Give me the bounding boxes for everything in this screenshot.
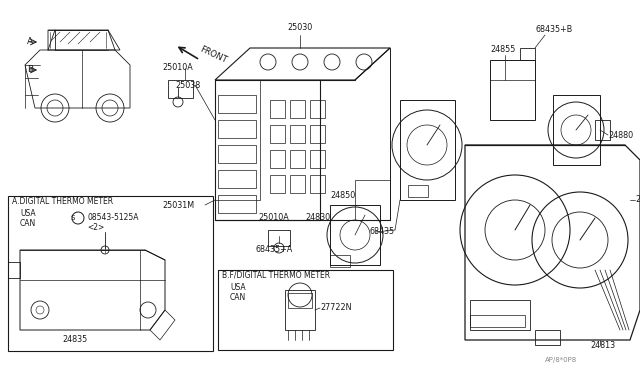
Text: A: A [27, 38, 33, 46]
Text: 68435+A: 68435+A [255, 246, 292, 254]
Bar [270, 175, 285, 193]
Text: 24830: 24830 [305, 214, 330, 222]
Text: 25030: 25030 [287, 23, 312, 32]
Text: 25010A: 25010A [258, 214, 289, 222]
Text: CAN: CAN [20, 219, 36, 228]
Text: USA: USA [230, 282, 246, 292]
Text: 24855: 24855 [490, 45, 515, 55]
Bar [310, 125, 325, 143]
Text: USA: USA [20, 209, 36, 218]
Bar [270, 100, 285, 118]
Bar [218, 170, 256, 188]
Text: FRONT: FRONT [198, 45, 228, 65]
Bar [288, 293, 312, 308]
Bar [285, 290, 315, 330]
Bar [290, 100, 305, 118]
Bar [290, 125, 305, 143]
Bar [310, 100, 325, 118]
Text: 68435: 68435 [370, 228, 395, 237]
Bar [290, 150, 305, 168]
Bar [218, 120, 256, 138]
Text: 25031M: 25031M [162, 201, 194, 209]
Text: 24880: 24880 [608, 131, 633, 140]
Bar [290, 175, 305, 193]
Bar [330, 255, 350, 267]
Text: A.DIGITAL THERMO METER: A.DIGITAL THERMO METER [12, 198, 113, 206]
Bar [270, 125, 285, 143]
Bar [218, 270, 393, 350]
Text: <2>: <2> [87, 224, 104, 232]
Bar [168, 80, 193, 98]
Bar [470, 315, 525, 327]
Text: 25038: 25038 [175, 80, 200, 90]
Text: 24813: 24813 [590, 340, 615, 350]
Text: AP/8*0P8: AP/8*0P8 [545, 357, 577, 363]
Bar [218, 95, 256, 113]
Bar [268, 230, 290, 246]
Bar [310, 175, 325, 193]
Text: 25010A: 25010A [162, 64, 193, 73]
Bar [470, 300, 530, 330]
Text: 24835: 24835 [62, 336, 88, 344]
Bar [408, 185, 428, 197]
Bar [310, 150, 325, 168]
Bar [8, 196, 213, 351]
Text: 24850: 24850 [330, 190, 355, 199]
Bar [595, 120, 610, 140]
Text: B.F/DIGITAL THERMO METER: B.F/DIGITAL THERMO METER [222, 270, 330, 279]
Text: 68435+B: 68435+B [535, 26, 572, 35]
Bar [218, 145, 256, 163]
Text: 27722N: 27722N [320, 304, 351, 312]
Text: CAN: CAN [230, 294, 246, 302]
Text: B: B [27, 65, 33, 74]
Text: 25031: 25031 [635, 196, 640, 205]
Bar [270, 150, 285, 168]
Text: 08543-5125A: 08543-5125A [87, 214, 138, 222]
Bar [218, 195, 256, 213]
Text: S: S [71, 215, 75, 221]
